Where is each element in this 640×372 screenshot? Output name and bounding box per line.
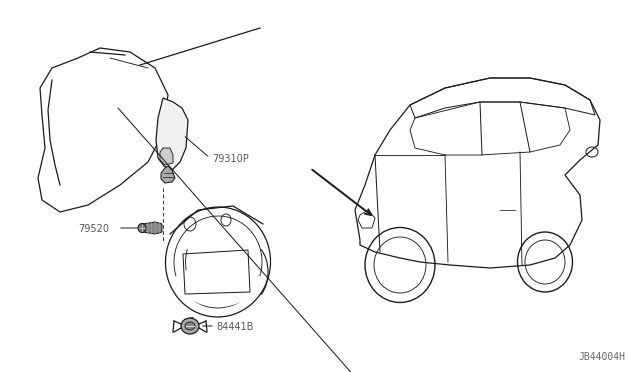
- Polygon shape: [156, 98, 188, 170]
- Polygon shape: [161, 166, 175, 183]
- Ellipse shape: [185, 322, 195, 330]
- Ellipse shape: [138, 224, 146, 232]
- Polygon shape: [160, 148, 173, 165]
- Text: 79520: 79520: [78, 224, 109, 234]
- Wedge shape: [170, 252, 266, 307]
- Polygon shape: [143, 222, 162, 234]
- Text: JB44004H: JB44004H: [578, 352, 625, 362]
- Text: 79310P: 79310P: [212, 154, 249, 164]
- Text: 84441B: 84441B: [216, 322, 253, 332]
- Ellipse shape: [181, 318, 199, 334]
